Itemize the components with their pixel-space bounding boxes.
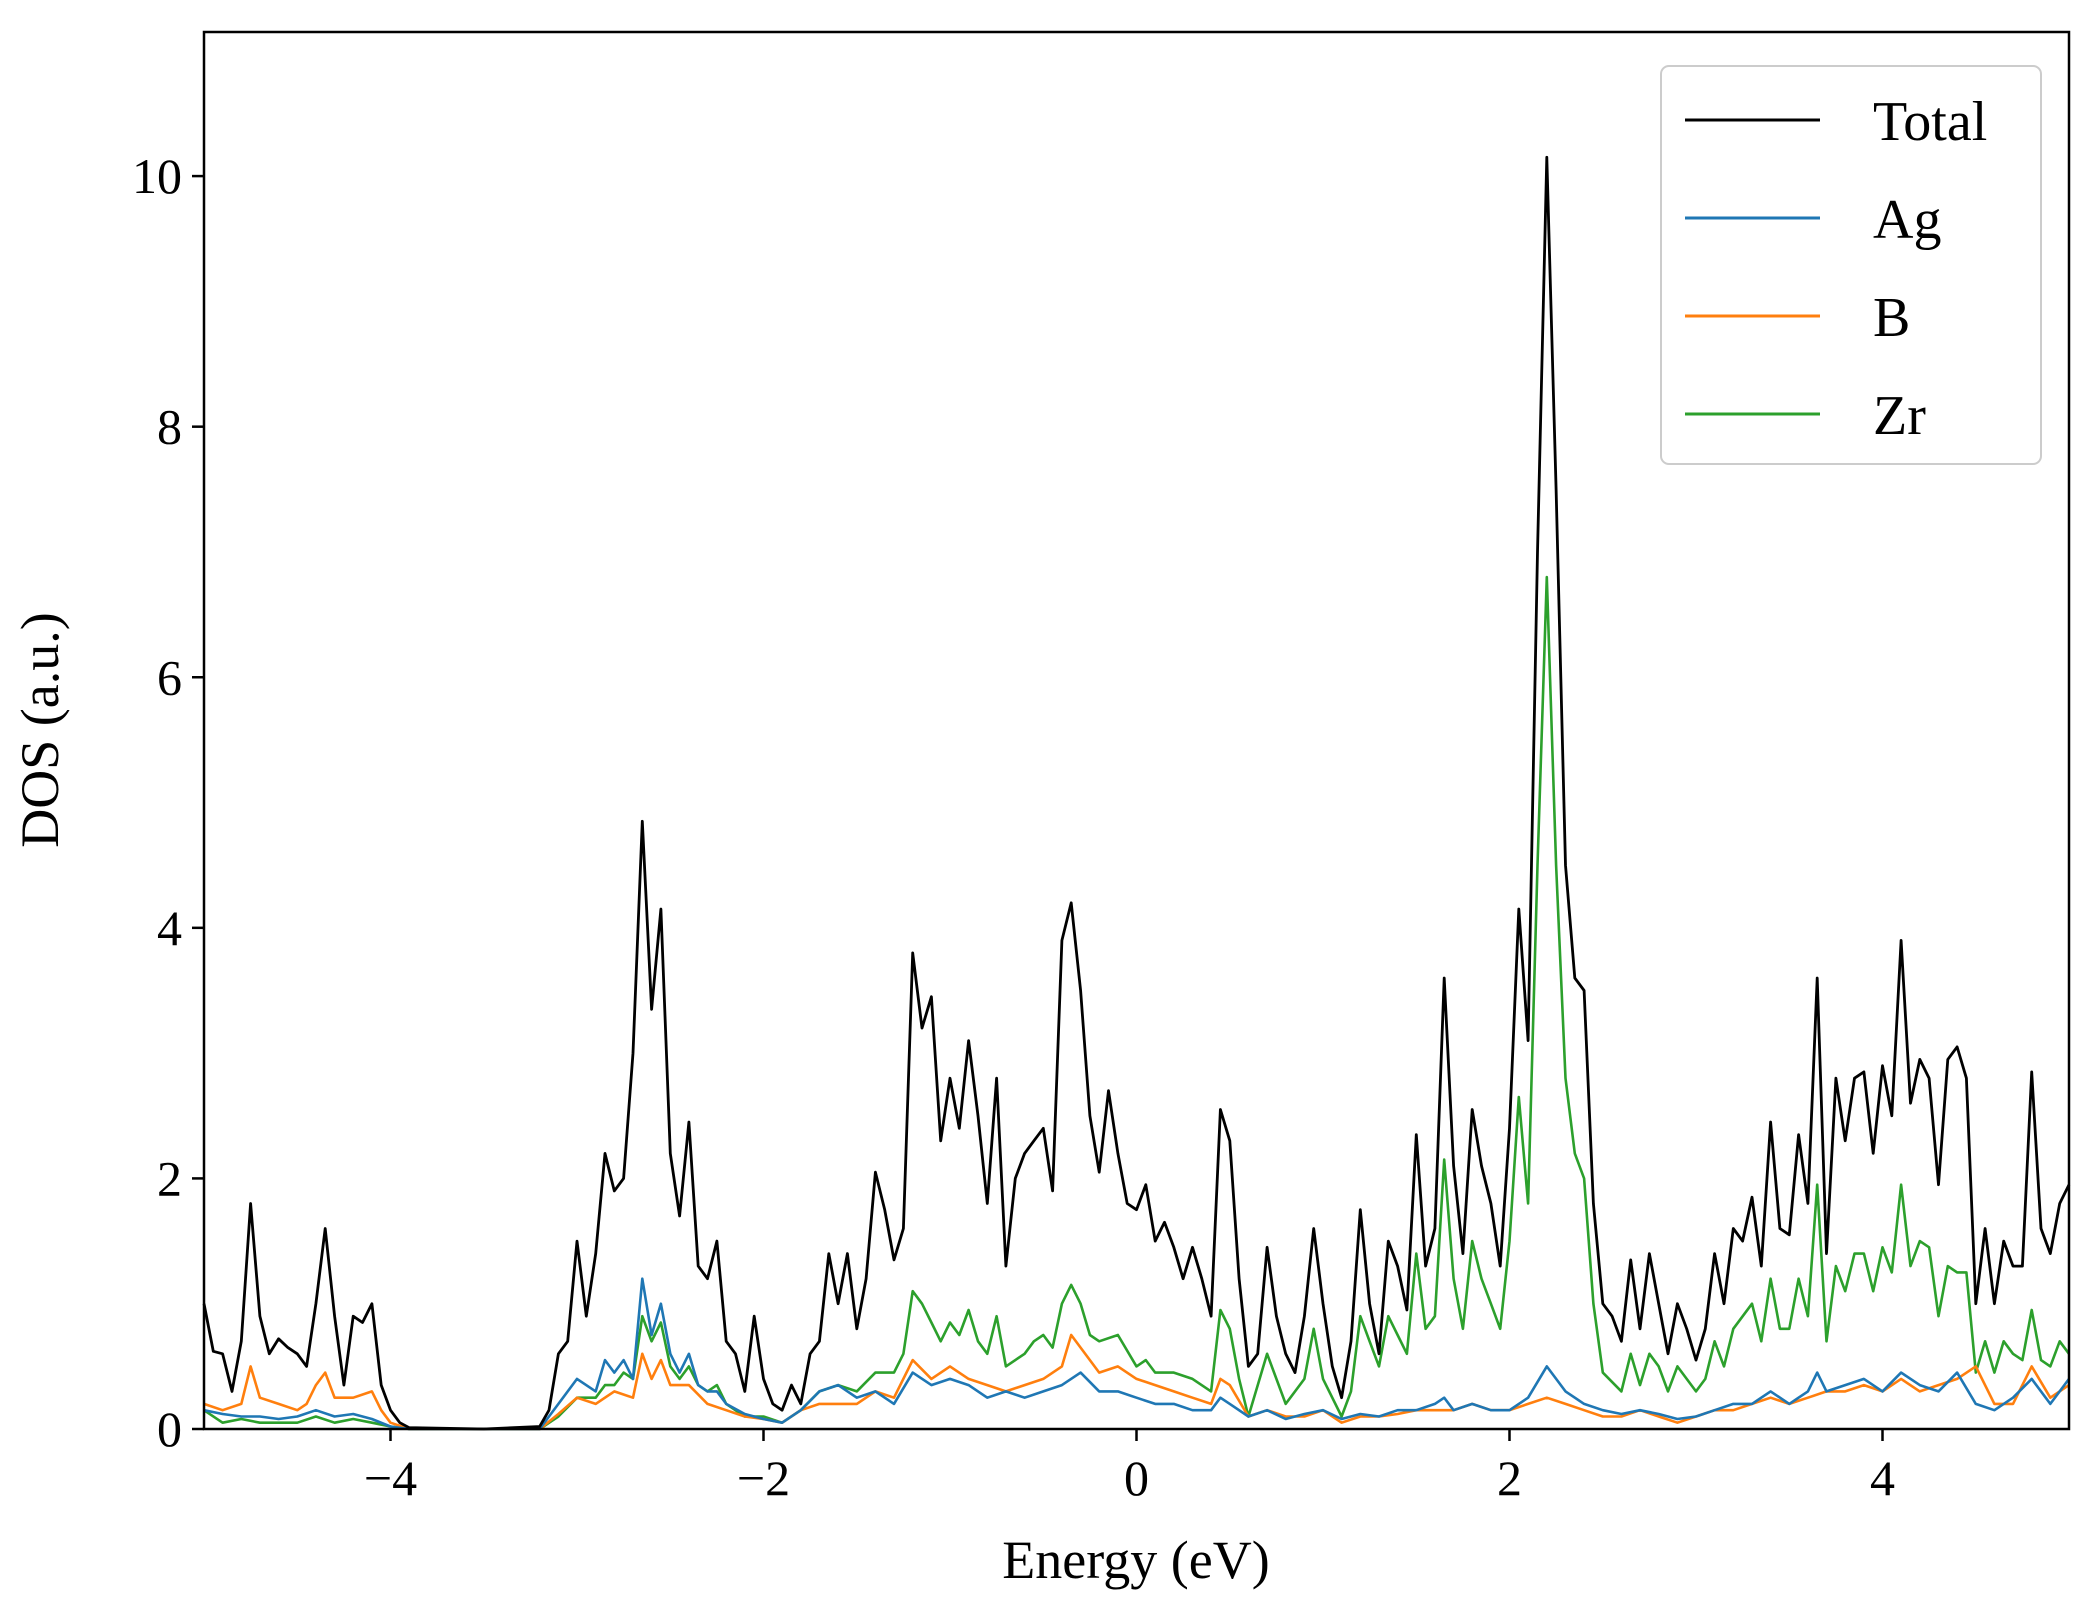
y-tick-label: 2 — [157, 1150, 182, 1206]
x-tick-label: 0 — [1124, 1450, 1149, 1506]
series-line-zr — [203, 575, 2071, 1431]
legend-entries: Total Ag B Zr — [1685, 91, 1987, 447]
series-layer — [202, 155, 2071, 1431]
x-axis-label: Energy (eV) — [1002, 1530, 1269, 1590]
series-line-total — [202, 155, 2071, 1431]
legend-label-ag: Ag — [1873, 189, 1941, 251]
y-tick-label: 10 — [132, 148, 182, 204]
y-tick-label: 8 — [157, 399, 182, 455]
y-tick-label: 4 — [157, 900, 182, 956]
x-tick-label: 4 — [1870, 1450, 1895, 1506]
y-tick-label: 0 — [157, 1401, 182, 1457]
x-tick-label: −4 — [364, 1450, 417, 1506]
tick-layer: −4 −2 0 2 4 0 2 4 6 8 10 — [132, 148, 1895, 1506]
y-tick-label: 6 — [157, 649, 182, 705]
series-line-ag — [203, 1277, 2071, 1431]
legend-box — [1660, 65, 2042, 465]
legend-label-total: Total — [1873, 91, 1987, 153]
x-tick-label: 2 — [1497, 1450, 1522, 1506]
legend-label-b: B — [1873, 287, 1910, 349]
x-tick-label: −2 — [737, 1450, 790, 1506]
y-axis-label: DOS (a.u.) — [10, 612, 70, 847]
legend: Total Ag B Zr — [1660, 65, 2042, 465]
legend-label-zr: Zr — [1873, 385, 1926, 447]
